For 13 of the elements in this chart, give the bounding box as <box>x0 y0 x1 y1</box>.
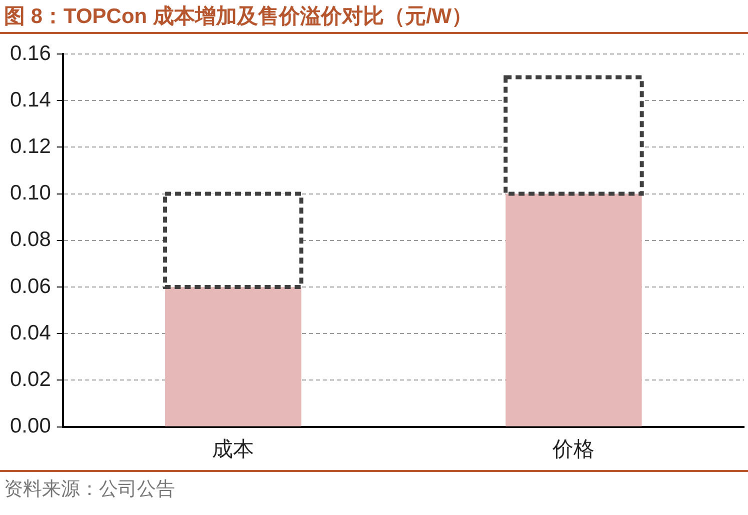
chart-title: 图 8：TOPCon 成本增加及售价溢价对比（元/W） <box>0 0 748 34</box>
x-tick-label: 价格 <box>552 438 595 462</box>
y-tick-label: 0.12 <box>10 134 51 158</box>
y-tick-label: 0.10 <box>10 182 51 205</box>
text: 资料来源：公司公告 <box>0 470 748 506</box>
x-tick-label: 成本 <box>212 438 254 462</box>
y-tick-label: 0.08 <box>10 228 51 252</box>
y-tick-label: 0.06 <box>10 274 51 298</box>
y-tick-label: 0.02 <box>10 368 51 391</box>
y-tick-label: 0.14 <box>10 88 52 112</box>
y-tick-label: 0.00 <box>10 414 51 438</box>
y-tick-label: 0.04 <box>10 321 52 344</box>
y-tick-label: 0.16 <box>10 42 51 65</box>
